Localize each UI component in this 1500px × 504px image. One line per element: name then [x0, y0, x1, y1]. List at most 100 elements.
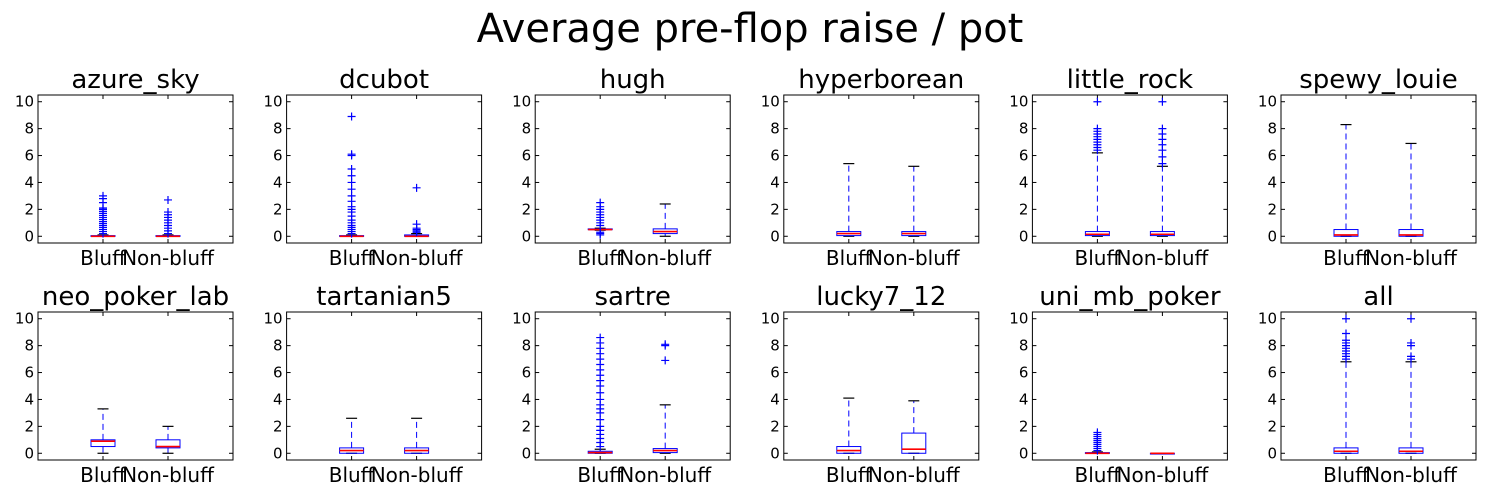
x-tick-label: Non-bluff — [1365, 246, 1458, 270]
x-tick-label: Bluff — [826, 246, 873, 270]
axes-frame — [1280, 94, 1477, 244]
outlier-point — [661, 340, 670, 349]
axes-frame — [1280, 311, 1477, 461]
y-tick-label: 10 — [264, 93, 283, 111]
y-tick-label: 10 — [15, 93, 34, 111]
y-tick-label: 6 — [273, 147, 283, 165]
y-tick-label: 2 — [24, 417, 34, 435]
panel-title: azure_sky — [71, 65, 199, 95]
y-tick-label: 8 — [770, 120, 780, 138]
outlier-point — [1407, 338, 1415, 347]
outlier-point — [347, 185, 356, 194]
x-tick-label: Non-bluff — [619, 463, 712, 487]
y-tick-label: 6 — [1267, 364, 1277, 382]
x-tick-label: Non-bluff — [868, 246, 961, 270]
y-tick-label: 6 — [770, 147, 780, 165]
panel-title: hugh — [600, 65, 666, 95]
iqr-box — [901, 432, 927, 454]
y-tick-label: 6 — [24, 364, 34, 382]
y-tick-label: 0 — [1019, 444, 1029, 462]
outlier-point — [661, 356, 670, 365]
outlier-point — [1158, 159, 1167, 168]
y-tick-label: 4 — [1267, 390, 1277, 408]
panel-title: spewy_louie — [1299, 65, 1458, 95]
y-tick-label: 2 — [273, 417, 283, 435]
outlier-point — [164, 208, 172, 217]
x-tick-label: Bluff — [577, 246, 624, 270]
outlier-point — [347, 112, 356, 121]
axes-frame — [37, 94, 234, 244]
axes-frame — [1031, 94, 1228, 244]
y-tick-label: 0 — [522, 227, 532, 245]
x-tick-label: Bluff — [1323, 463, 1370, 487]
y-tick-label: 10 — [512, 310, 531, 328]
y-tick-label: 0 — [770, 444, 780, 462]
outlier-point — [347, 171, 356, 180]
y-tick-label: 2 — [273, 200, 283, 218]
y-tick-label: 10 — [1258, 310, 1277, 328]
box-bluff — [587, 333, 613, 454]
outlier-point — [1158, 124, 1167, 133]
outlier-point — [1093, 97, 1102, 106]
x-tick-label: Bluff — [1323, 246, 1370, 270]
axes-frame — [534, 311, 731, 461]
y-tick-label: 8 — [522, 120, 532, 138]
outlier-point — [596, 228, 605, 237]
y-tick-label: 0 — [522, 444, 532, 462]
y-tick-label: 8 — [1267, 120, 1277, 138]
y-tick-label: 6 — [522, 364, 532, 382]
outlier-point — [164, 195, 172, 204]
outlier-point — [1093, 428, 1102, 437]
outlier-point — [1407, 314, 1415, 323]
box-bluff — [1084, 428, 1110, 455]
box-bluff — [1333, 314, 1359, 454]
panel-title: hyperborean — [798, 65, 964, 95]
y-tick-label: 4 — [770, 390, 780, 408]
outlier-point — [596, 395, 605, 404]
box-bluff — [587, 198, 613, 239]
y-tick-label: 8 — [273, 337, 283, 355]
outlier-point — [347, 178, 356, 187]
x-tick-label: Non-bluff — [1117, 463, 1210, 487]
y-tick-label: 10 — [1009, 93, 1028, 111]
outlier-point — [1158, 97, 1167, 106]
x-tick-label: Non-bluff — [1365, 463, 1458, 487]
x-tick-label: Non-bluff — [122, 246, 215, 270]
x-tick-label: Non-bluff — [371, 463, 464, 487]
outlier-point — [596, 198, 605, 207]
panel-title: dcubot — [339, 65, 429, 95]
y-tick-label: 2 — [522, 417, 532, 435]
y-tick-label: 10 — [761, 93, 780, 111]
y-tick-label: 2 — [1019, 200, 1029, 218]
figure-title: Average pre-flop raise / pot — [477, 6, 1024, 52]
box-bluff — [836, 397, 862, 454]
outlier-point — [596, 415, 605, 424]
outlier-point — [596, 422, 605, 431]
box-non-bluff — [155, 195, 181, 238]
y-tick-label: 2 — [1019, 417, 1029, 435]
x-tick-label: Bluff — [577, 463, 624, 487]
box-non-bluff — [901, 165, 927, 237]
y-tick-label: 6 — [1019, 364, 1029, 382]
y-tick-label: 4 — [24, 173, 34, 191]
x-tick-label: Bluff — [80, 463, 127, 487]
outlier-point — [412, 220, 421, 229]
box-bluff — [90, 408, 116, 454]
box-bluff — [339, 112, 365, 238]
y-tick-label: 6 — [522, 147, 532, 165]
x-tick-label: Non-bluff — [122, 463, 215, 487]
y-tick-label: 8 — [770, 337, 780, 355]
outlier-point — [596, 388, 605, 397]
outlier-point — [347, 191, 356, 200]
outlier-point — [99, 191, 107, 200]
box-bluff — [1333, 123, 1359, 237]
panel-title: uni_mb_poker — [1039, 282, 1221, 312]
